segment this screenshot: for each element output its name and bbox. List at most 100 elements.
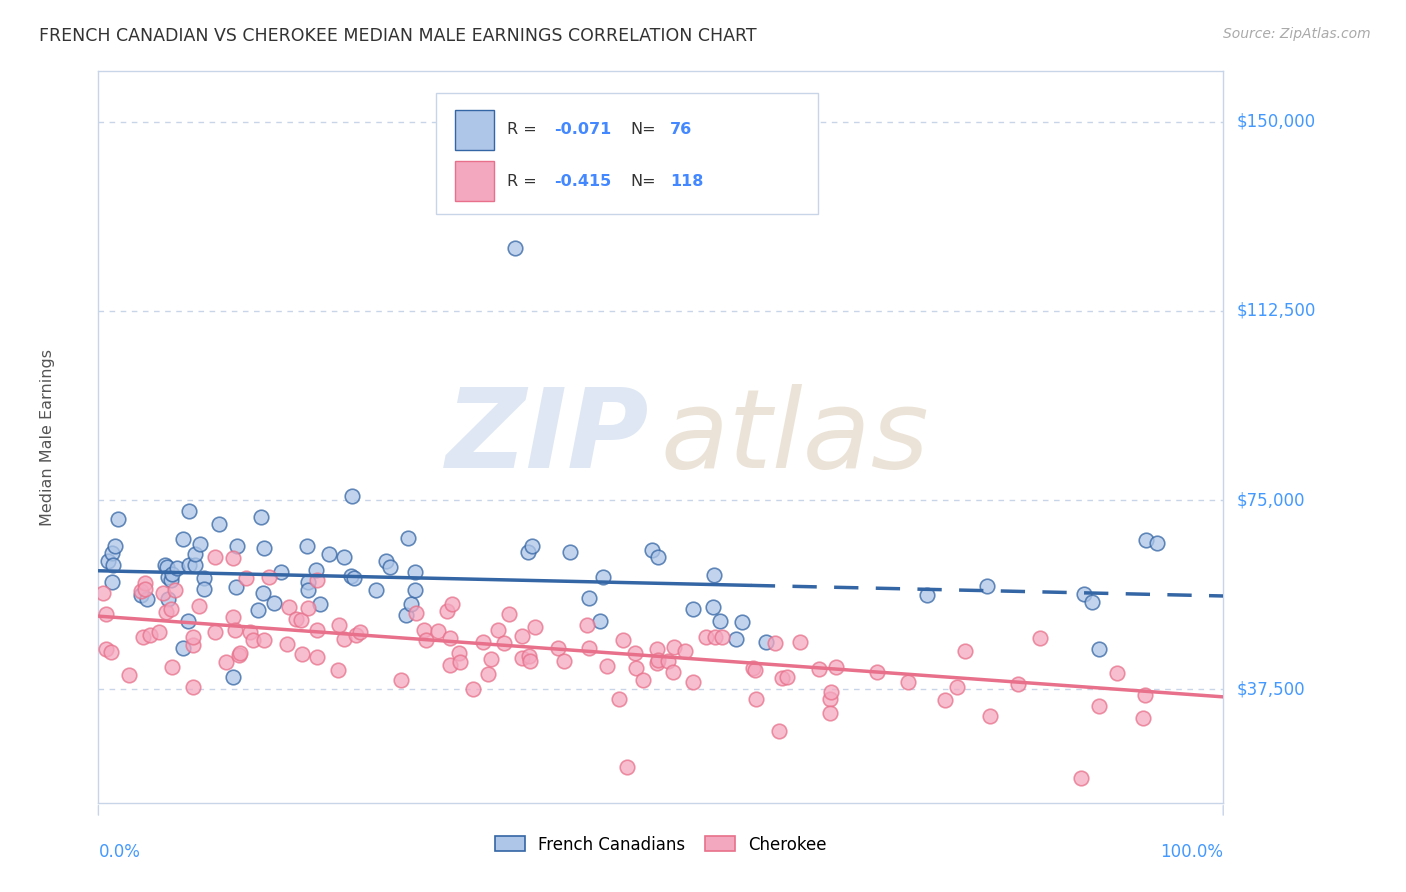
- Point: [709, 614, 731, 628]
- Point: [252, 585, 274, 599]
- Point: [235, 571, 257, 585]
- Point: [103, 558, 125, 572]
- Point: [866, 665, 889, 680]
- Point: [155, 605, 177, 619]
- Point: [249, 509, 271, 524]
- Point: [1073, 587, 1095, 601]
- Text: FRENCH CANADIAN VS CHEROKEE MEDIAN MALE EARNINGS CORRELATION CHART: FRENCH CANADIAN VS CHEROKEE MEDIAN MALE …: [39, 27, 756, 45]
- Point: [181, 638, 204, 652]
- Text: 0.0%: 0.0%: [98, 843, 141, 861]
- Point: [101, 575, 124, 590]
- Point: [188, 537, 211, 551]
- Point: [181, 681, 204, 695]
- Point: [1135, 533, 1157, 548]
- Point: [517, 648, 540, 663]
- Point: [396, 531, 419, 545]
- Point: [333, 550, 356, 565]
- Legend: French Canadians, Cherokee: French Canadians, Cherokee: [488, 829, 834, 860]
- Point: [745, 692, 768, 706]
- Point: [449, 655, 471, 669]
- Point: [366, 582, 388, 597]
- Point: [547, 640, 569, 655]
- Point: [184, 558, 207, 572]
- Point: [592, 570, 614, 584]
- Text: -0.415: -0.415: [554, 174, 612, 188]
- Point: [820, 706, 842, 721]
- Point: [104, 540, 127, 554]
- Point: [215, 655, 238, 669]
- Point: [645, 642, 668, 657]
- Text: Median Male Earnings: Median Male Earnings: [41, 349, 55, 525]
- Text: N=: N=: [630, 122, 657, 137]
- Point: [308, 597, 330, 611]
- Point: [516, 544, 538, 558]
- Point: [193, 571, 215, 585]
- Point: [662, 640, 685, 655]
- Point: [725, 632, 748, 647]
- Point: [1107, 666, 1129, 681]
- Point: [257, 570, 280, 584]
- Text: R =: R =: [506, 122, 541, 137]
- Point: [704, 630, 727, 644]
- Point: [763, 636, 786, 650]
- Text: $37,500: $37,500: [1237, 681, 1306, 698]
- Point: [415, 632, 437, 647]
- Text: 100.0%: 100.0%: [1160, 843, 1223, 861]
- Point: [134, 576, 156, 591]
- Point: [193, 582, 215, 596]
- Point: [645, 656, 668, 670]
- Point: [222, 550, 245, 565]
- Point: [162, 660, 184, 674]
- Point: [179, 504, 201, 518]
- Point: [278, 600, 301, 615]
- Point: [631, 673, 654, 688]
- Point: [492, 636, 515, 650]
- Point: [404, 566, 426, 580]
- Point: [224, 623, 246, 637]
- Point: [247, 602, 270, 616]
- Point: [101, 547, 124, 561]
- Point: [1029, 631, 1052, 645]
- Point: [662, 665, 685, 679]
- Point: [439, 658, 461, 673]
- Point: [318, 547, 340, 561]
- Point: [160, 567, 183, 582]
- Point: [519, 654, 541, 668]
- Point: [1088, 698, 1111, 713]
- Point: [404, 582, 426, 597]
- Point: [1081, 594, 1104, 608]
- Point: [447, 646, 470, 660]
- Point: [253, 632, 276, 647]
- Point: [343, 571, 366, 585]
- Point: [226, 539, 249, 553]
- Point: [770, 671, 793, 685]
- Point: [768, 723, 790, 738]
- Point: [239, 624, 262, 639]
- Point: [808, 662, 831, 676]
- Point: [204, 549, 226, 564]
- Point: [824, 660, 846, 674]
- Point: [177, 614, 200, 628]
- Point: [160, 573, 183, 587]
- Point: [157, 569, 180, 583]
- Point: [624, 660, 647, 674]
- Point: [181, 631, 204, 645]
- Point: [702, 599, 724, 614]
- Point: [553, 654, 575, 668]
- Point: [755, 635, 778, 649]
- Point: [578, 640, 600, 655]
- Point: [711, 630, 734, 644]
- Point: [695, 630, 717, 644]
- Point: [307, 624, 329, 638]
- Point: [152, 586, 174, 600]
- Point: [486, 623, 509, 637]
- Point: [657, 655, 679, 669]
- Point: [163, 583, 186, 598]
- Point: [172, 533, 194, 547]
- Point: [333, 632, 356, 647]
- Point: [1133, 689, 1156, 703]
- Point: [741, 661, 763, 675]
- Point: [399, 597, 422, 611]
- Point: [349, 624, 371, 639]
- Text: -0.071: -0.071: [554, 122, 612, 137]
